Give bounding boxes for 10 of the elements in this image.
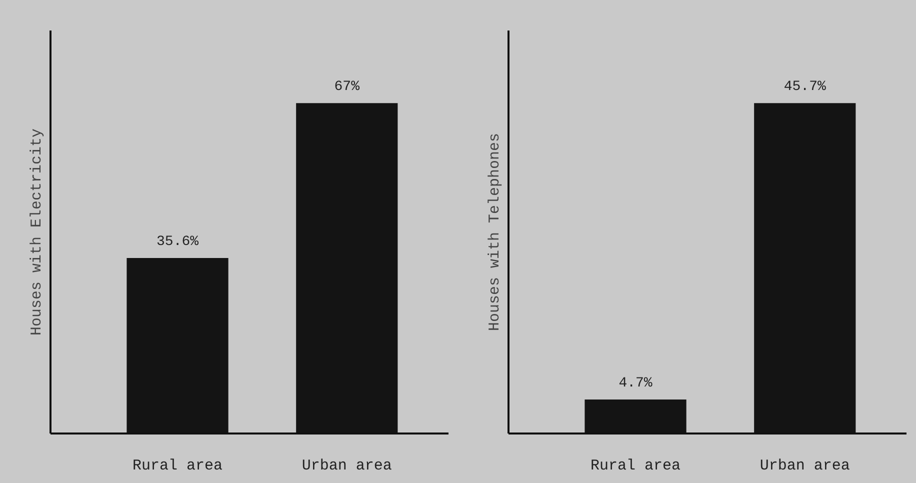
data-label: 35.6% <box>156 234 200 250</box>
data-label: 4.7% <box>618 376 653 392</box>
x-tick-label: Rural area <box>132 458 223 474</box>
data-label: 67% <box>334 79 360 96</box>
x-tick-label: Rural area <box>590 458 681 474</box>
x-tick-label: Urban area <box>302 458 392 474</box>
data-label: 45.7% <box>784 79 826 96</box>
x-tick-label: Urban area <box>760 458 850 474</box>
y-axis-title: Houses with Electricity <box>28 128 46 336</box>
y-axis-title: Houses with Telephones <box>486 132 504 332</box>
